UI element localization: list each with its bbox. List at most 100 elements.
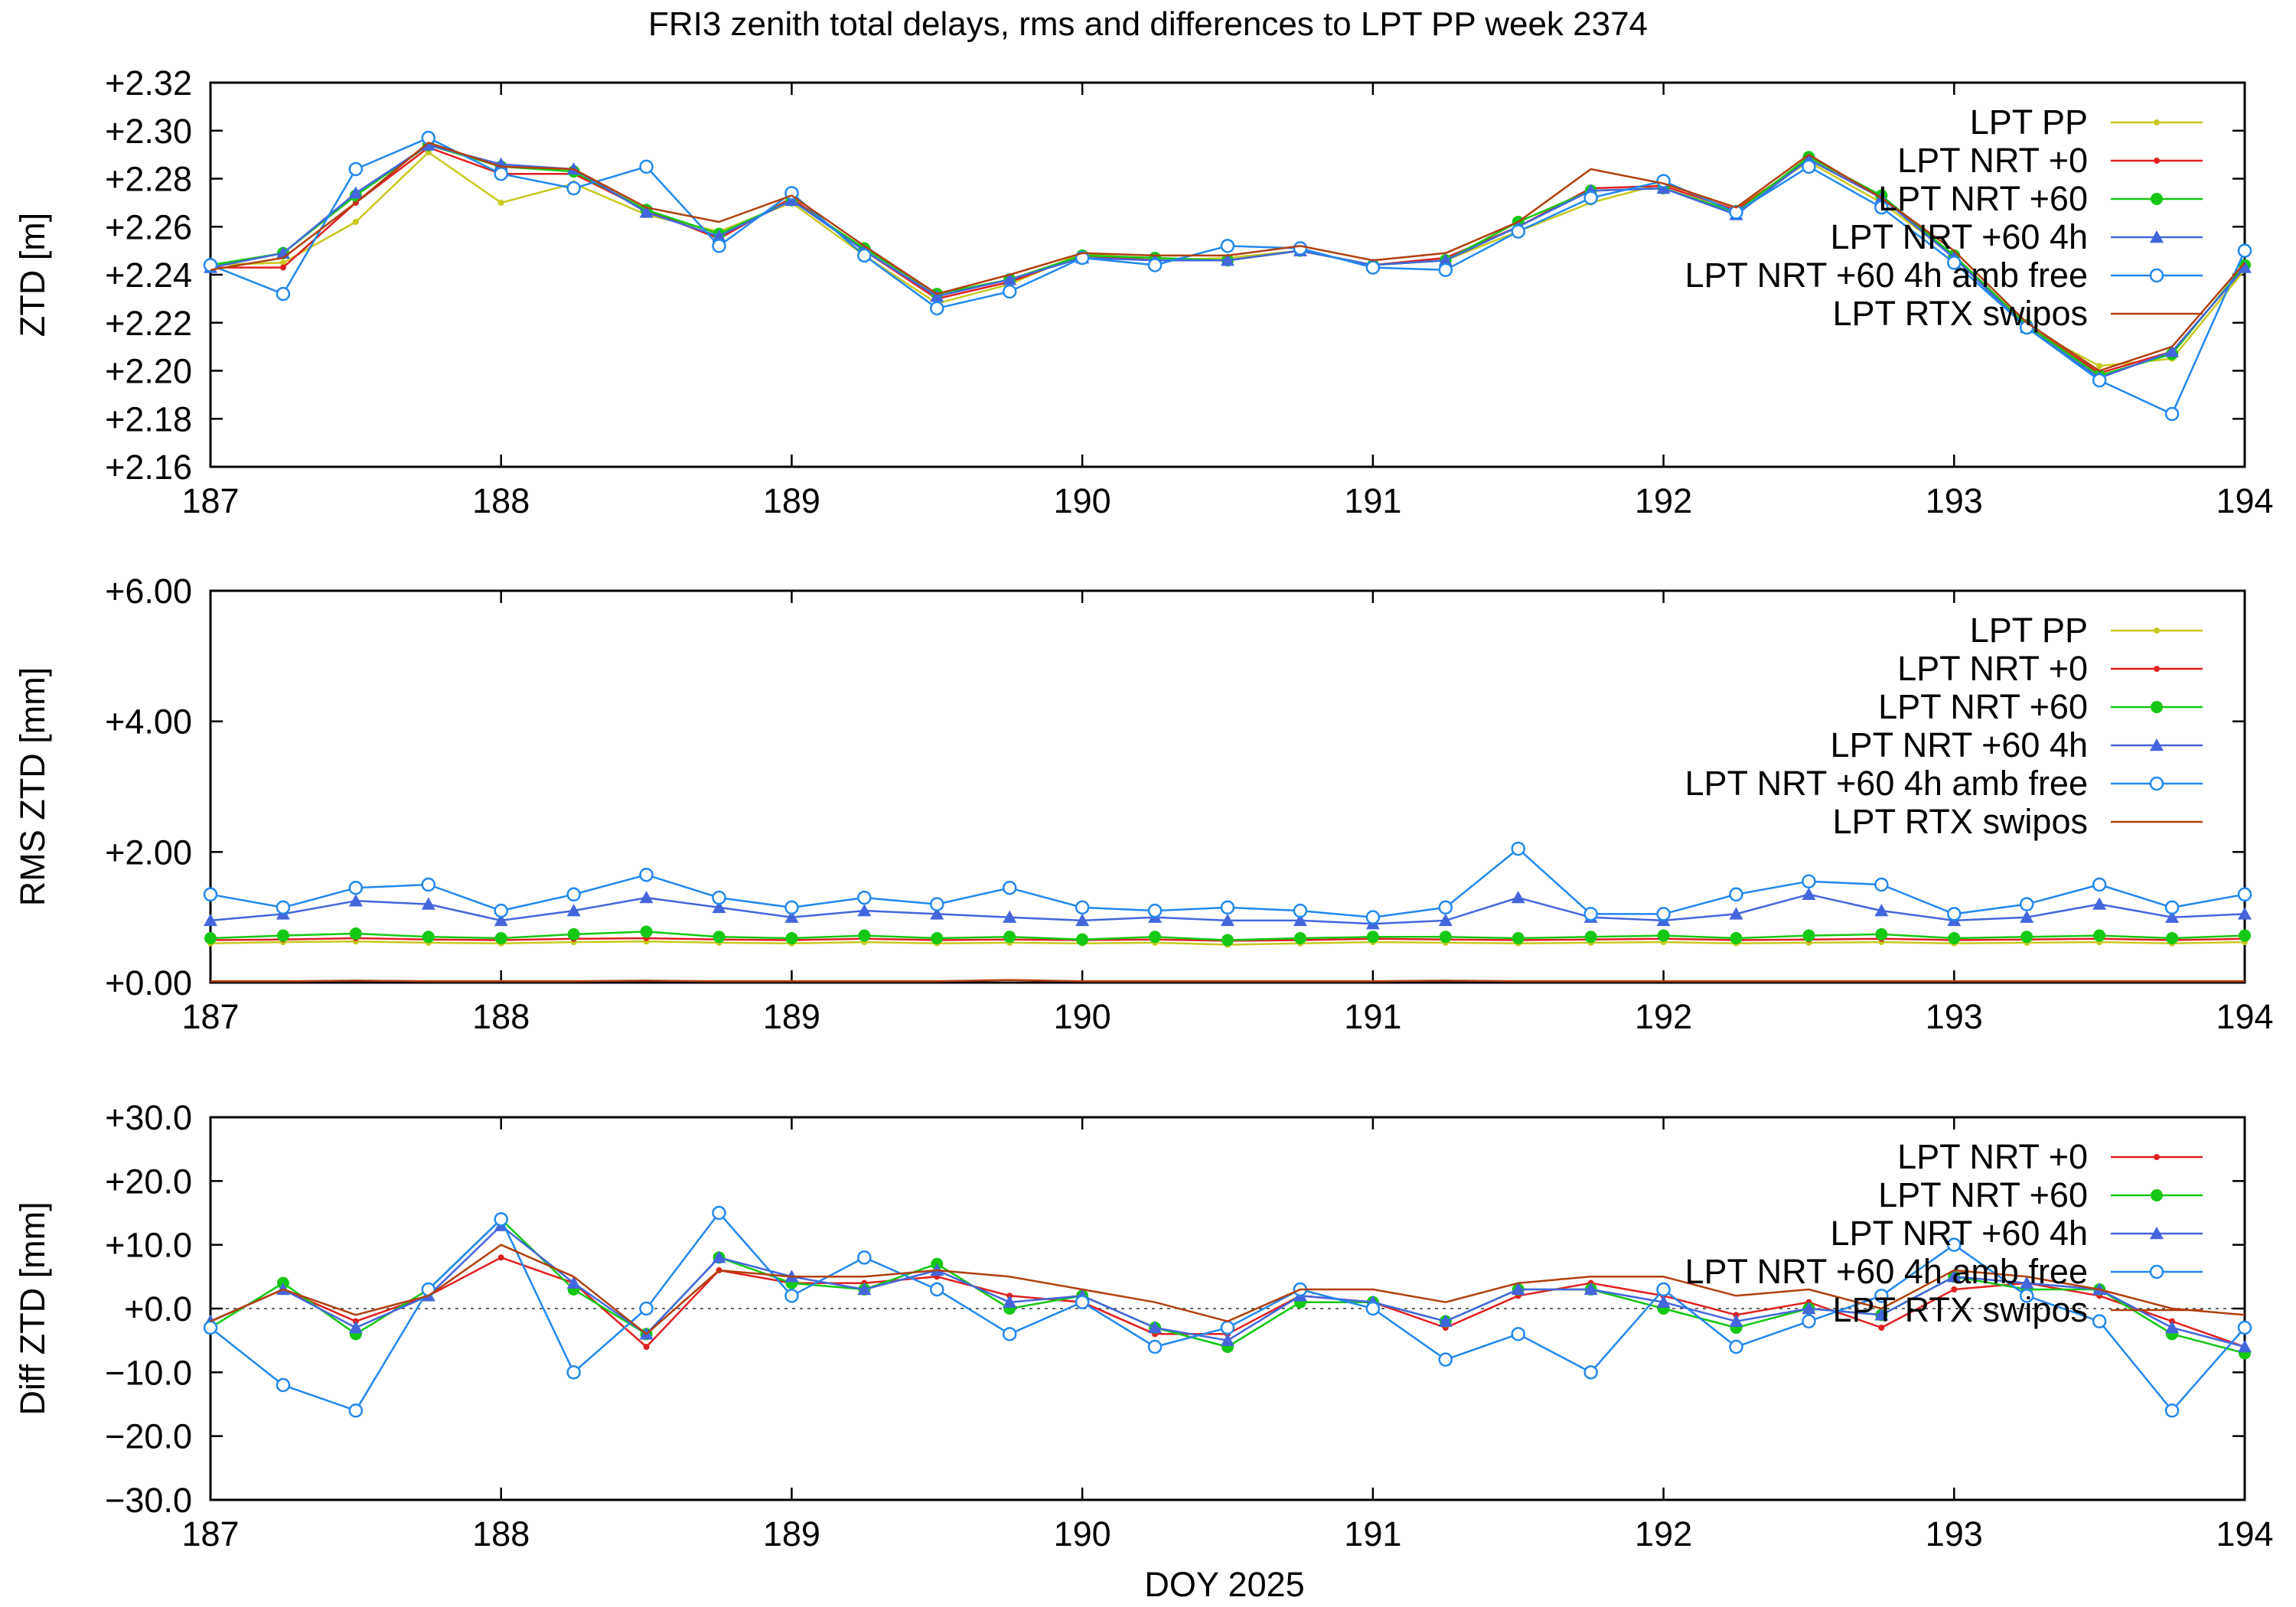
point-marker	[1076, 933, 1089, 946]
x-tick-label: 189	[763, 997, 820, 1036]
point-marker	[348, 1321, 363, 1334]
point-marker	[1220, 1320, 1235, 1335]
y-tick-label: +2.18	[105, 399, 192, 438]
x-tick-label: 193	[1926, 481, 1983, 520]
y-tick-label: +4.00	[105, 702, 192, 742]
point-marker	[1729, 1339, 1743, 1354]
point-marker	[2092, 897, 2107, 910]
point-marker	[1511, 1327, 1525, 1341]
point-marker	[1948, 931, 1961, 944]
point-marker	[2237, 1320, 2252, 1335]
point-marker	[2093, 929, 2106, 942]
point-marker	[1365, 260, 1381, 275]
point-marker	[2151, 193, 2163, 205]
y-tick-label: +30.0	[105, 1098, 192, 1137]
point-marker	[1002, 1327, 1017, 1341]
point-marker	[567, 927, 580, 940]
point-marker	[1583, 191, 1598, 205]
point-marker	[857, 890, 872, 905]
series-lpt-nrt-60-4h	[204, 1218, 2252, 1353]
point-marker	[2164, 406, 2180, 422]
point-marker	[639, 159, 654, 174]
point-marker	[1220, 900, 1235, 915]
point-marker	[2092, 1314, 2107, 1328]
point-marker	[639, 205, 654, 218]
point-marker	[2154, 158, 2160, 164]
point-marker	[2020, 910, 2034, 923]
y-tick-label: −10.0	[105, 1353, 192, 1392]
point-marker	[2019, 897, 2034, 911]
point-marker	[1148, 1321, 1163, 1334]
point-marker	[2096, 363, 2103, 370]
point-marker	[639, 1301, 654, 1316]
point-marker	[566, 887, 581, 902]
legend-entry: LPT NRT +0	[1897, 1137, 2203, 1176]
point-marker	[1730, 931, 1743, 944]
legend-label: LPT RTX swipos	[1833, 802, 2088, 841]
point-marker	[930, 907, 944, 920]
point-marker	[1149, 931, 1162, 944]
x-tick-label: 190	[1054, 1514, 1111, 1553]
point-marker	[1002, 284, 1017, 299]
point-marker	[276, 900, 291, 915]
point-marker	[930, 289, 944, 302]
y-axis-label: ZTD [m]	[13, 213, 52, 337]
series-lpt-rtx-swipos	[210, 979, 2245, 983]
point-marker	[276, 1377, 291, 1393]
point-marker	[1221, 1333, 1234, 1346]
point-marker	[2149, 1264, 2164, 1279]
point-marker	[1003, 931, 1016, 944]
point-marker	[2151, 1189, 2163, 1201]
point-marker	[1947, 1237, 1962, 1252]
point-marker	[712, 229, 726, 242]
y-axis-label: RMS ZTD [mm]	[13, 667, 52, 906]
legend-entry: LPT NRT +60 4h amb free	[1684, 256, 2203, 295]
point-marker	[784, 1289, 799, 1303]
y-tick-label: +0.00	[105, 963, 192, 1002]
point-marker	[712, 900, 726, 914]
point-marker	[712, 239, 726, 253]
point-marker	[566, 1365, 581, 1380]
point-marker	[1293, 931, 1306, 944]
x-tick-label: 194	[2216, 997, 2273, 1036]
y-tick-label: +2.26	[105, 207, 192, 246]
point-marker	[348, 161, 364, 177]
point-marker	[494, 166, 508, 181]
y-tick-label: +2.32	[105, 64, 192, 103]
point-marker	[2154, 1154, 2160, 1160]
point-marker	[1147, 258, 1163, 272]
point-marker	[494, 1212, 508, 1227]
point-marker	[1947, 256, 1962, 270]
x-tick-label: 189	[763, 481, 820, 520]
series-lpt-nrt-60	[204, 925, 2251, 947]
x-tick-label: 192	[1635, 481, 1692, 520]
x-tick-label: 187	[181, 997, 239, 1036]
point-marker	[1802, 929, 1815, 942]
legend-label: LPT NRT +0	[1897, 1137, 2088, 1176]
point-marker	[1366, 931, 1379, 944]
point-marker	[348, 186, 363, 199]
series-lpt-nrt-60-4h-amb-free	[203, 1205, 2252, 1418]
point-marker	[421, 897, 435, 910]
point-marker	[203, 258, 218, 272]
point-marker	[784, 900, 799, 915]
point-marker	[713, 931, 726, 944]
point-marker	[1729, 205, 1743, 220]
point-marker	[2150, 230, 2164, 243]
point-marker	[1875, 927, 1888, 940]
x-axis-label: DOY 2025	[1144, 1565, 1304, 1604]
point-marker	[930, 897, 944, 911]
y-tick-label: +2.00	[105, 833, 192, 872]
point-marker	[203, 1320, 218, 1335]
point-marker	[785, 931, 798, 944]
legend-entry: LPT NRT +60 4h	[1831, 217, 2203, 256]
series-lpt-nrt-60-4h-amb-free	[203, 841, 2252, 924]
point-marker	[1221, 913, 1234, 927]
x-tick-label: 190	[1054, 997, 1111, 1036]
legend-entry: LPT NRT +60 4h amb free	[1684, 1252, 2203, 1291]
point-marker	[1729, 887, 1743, 902]
legend-entry: LPT NRT +60 4h amb free	[1684, 764, 2203, 803]
point-marker	[1293, 913, 1307, 927]
point-marker	[494, 931, 507, 944]
